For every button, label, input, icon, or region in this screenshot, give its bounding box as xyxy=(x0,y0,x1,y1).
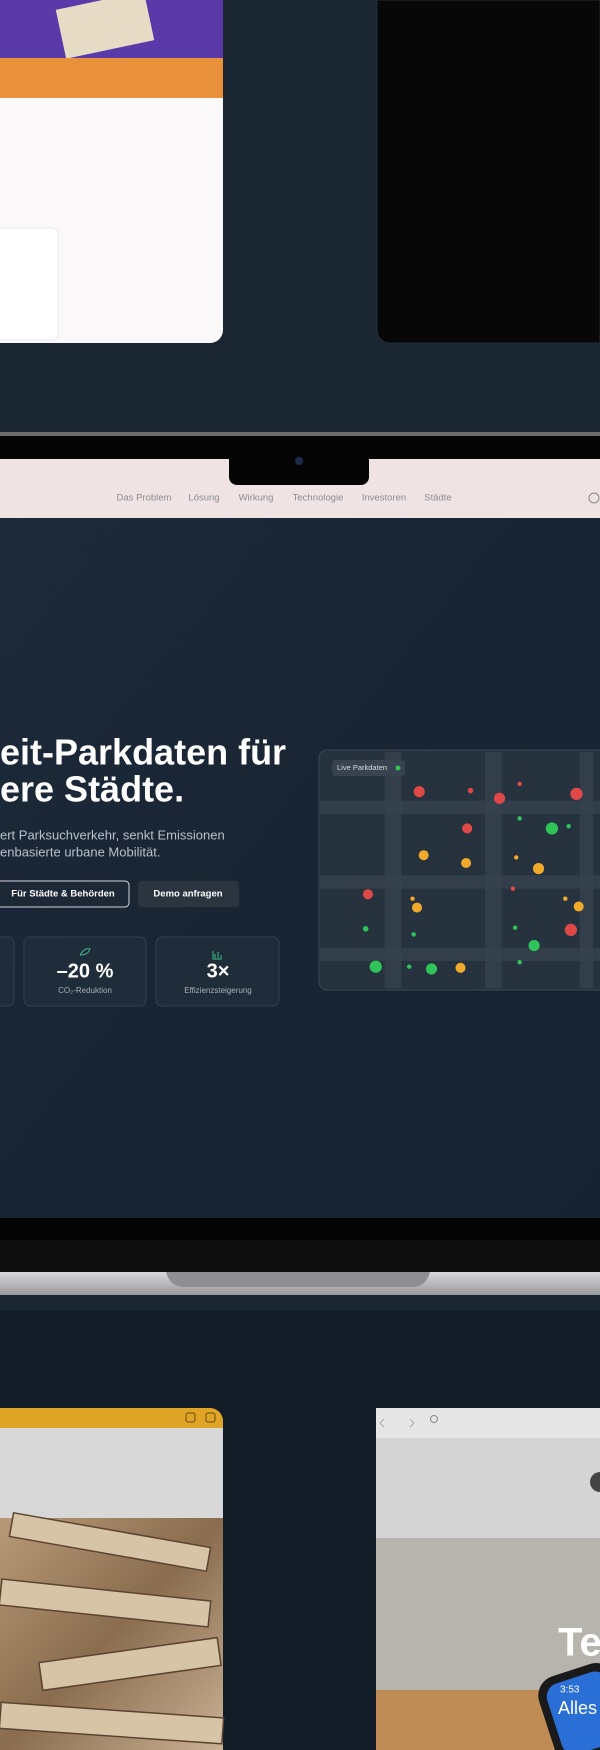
nav-arrows[interactable] xyxy=(379,1418,415,1428)
button-label[interactable]: Demo anfragen xyxy=(153,889,222,900)
parking-dot xyxy=(566,823,571,829)
parking-dot xyxy=(411,932,416,937)
stat-card xyxy=(0,936,15,1007)
stat-card xyxy=(23,936,147,1007)
banner xyxy=(0,58,223,98)
live-dot xyxy=(395,765,401,771)
parking-dot xyxy=(413,786,425,798)
parking-dot xyxy=(510,886,516,891)
stat-value: 3× xyxy=(207,960,230,982)
laptop-hinge xyxy=(0,1240,600,1272)
nav-link[interactable]: Lösung xyxy=(188,493,219,504)
parking-dot xyxy=(528,939,540,952)
watch-label: Alles xyxy=(558,1698,597,1718)
button[interactable] xyxy=(138,881,239,907)
stat-value: –20 % xyxy=(57,960,114,982)
parking-dot xyxy=(410,896,415,901)
screen-shade xyxy=(0,560,600,1218)
parking-dot xyxy=(455,962,466,973)
button-label[interactable]: Für Städte & Behörden xyxy=(11,889,115,900)
parking-dot xyxy=(362,889,373,900)
leaf-icon xyxy=(79,948,91,956)
watch-time: 3:53 xyxy=(560,1685,580,1696)
parking-dot xyxy=(512,925,518,930)
reload-icon[interactable] xyxy=(430,1415,438,1423)
hero-title: eit-Parkdaten für xyxy=(0,732,286,773)
parking-dot xyxy=(406,964,412,969)
parking-dot xyxy=(411,902,423,913)
nav-link[interactable]: Investoren xyxy=(362,493,406,504)
browser-bar xyxy=(376,1408,600,1438)
parking-dot xyxy=(545,822,559,835)
camera xyxy=(295,457,303,465)
parking-dot xyxy=(570,787,583,801)
parking-dot xyxy=(532,863,545,875)
hero-subtitle: ert Parksuchverkehr, senkt Emissionen xyxy=(0,827,225,842)
chart-icon xyxy=(212,951,222,960)
stat-label: Effizienzsteigerung xyxy=(184,986,251,995)
image-sky xyxy=(0,1428,223,1518)
nav-link[interactable]: Technologie xyxy=(293,493,344,504)
card xyxy=(376,0,600,344)
nav-link[interactable]: Städte xyxy=(424,493,451,504)
headline: Te xyxy=(558,1621,600,1665)
nav-link[interactable]: Wirkung xyxy=(239,493,274,504)
parking-dot xyxy=(362,926,369,932)
parking-dot xyxy=(425,963,438,975)
parking-dot xyxy=(467,787,474,794)
wood-planks xyxy=(0,1511,225,1745)
map-label: Live Parkdaten xyxy=(337,763,387,772)
parking-dot xyxy=(514,855,519,860)
hero-subtitle: enbasierte urbane Mobilität. xyxy=(0,844,160,859)
parking-dot xyxy=(573,901,584,912)
laptop-edge xyxy=(0,432,600,436)
stat-card xyxy=(155,936,280,1007)
parking-dot xyxy=(517,781,522,787)
product-image xyxy=(55,0,155,59)
avatar xyxy=(590,1472,600,1492)
parking-dot xyxy=(462,823,473,834)
watch-screen xyxy=(546,1671,600,1750)
map-road xyxy=(320,947,600,962)
parking-dot xyxy=(517,960,522,965)
map-road xyxy=(320,875,600,889)
parking-dot xyxy=(418,850,429,861)
parking-dot xyxy=(369,960,382,973)
icon xyxy=(185,1412,196,1423)
parking-dot xyxy=(563,896,568,901)
hero-title: ere Städte. xyxy=(0,769,184,810)
parking-dot xyxy=(517,816,522,821)
nav-link[interactable]: Das Problem xyxy=(117,493,172,504)
button[interactable] xyxy=(0,880,130,908)
globe-icon[interactable] xyxy=(588,492,600,504)
parking-dot xyxy=(461,857,472,869)
laptop-notch xyxy=(166,1272,430,1287)
icon xyxy=(205,1412,216,1423)
map-road xyxy=(320,800,600,814)
parking-dot xyxy=(564,923,578,937)
panel xyxy=(0,227,59,341)
notch xyxy=(229,459,369,485)
parking-dot xyxy=(493,792,506,804)
map-badge xyxy=(332,760,405,776)
stat-label: CO₂-Reduktion xyxy=(58,986,112,995)
